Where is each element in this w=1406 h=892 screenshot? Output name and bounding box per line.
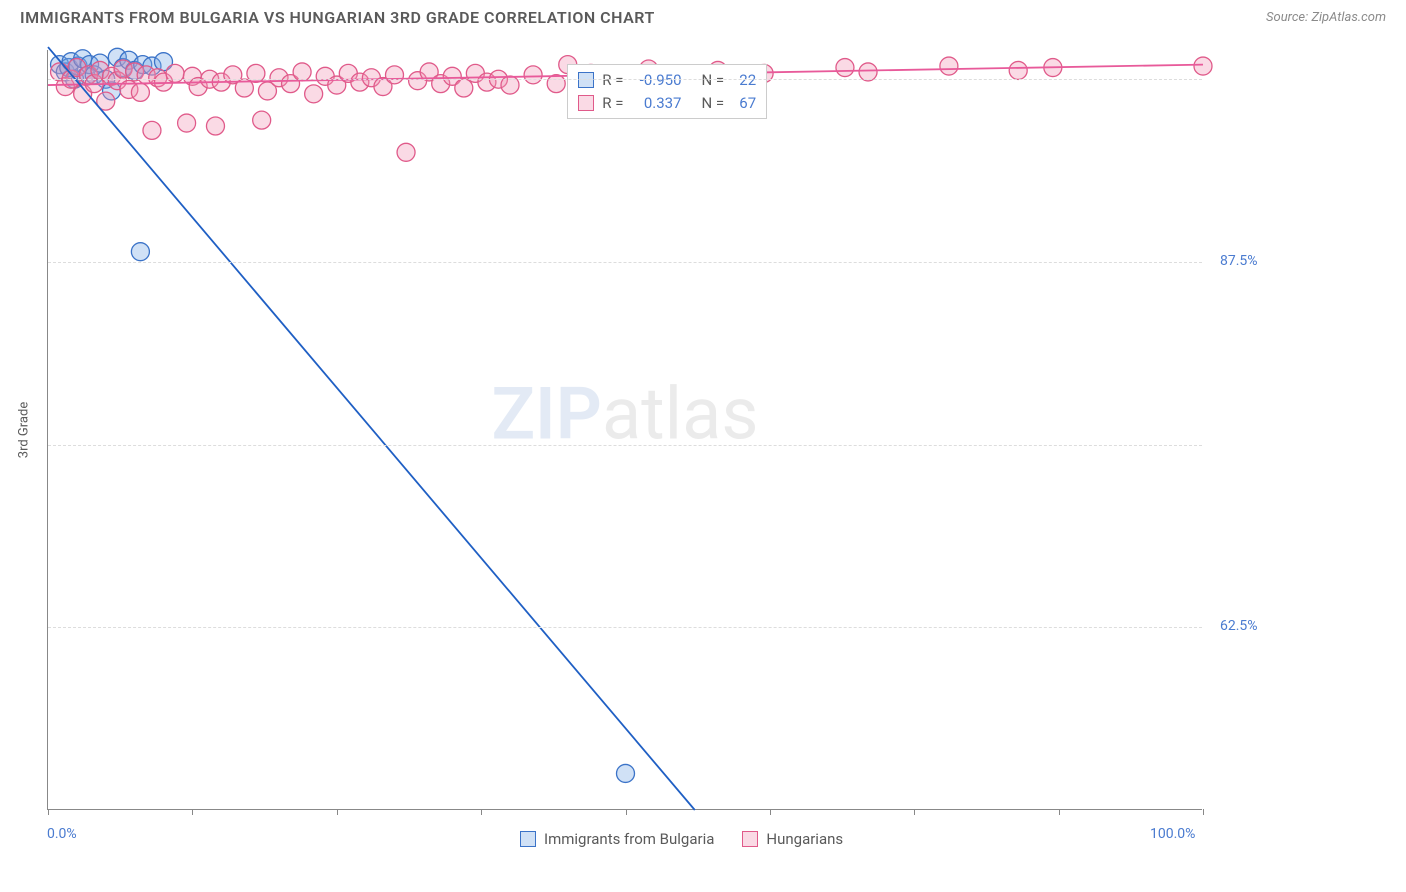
x-tick-label: 100.0% xyxy=(1150,826,1195,842)
legend-label-1: Immigrants from Bulgaria xyxy=(544,830,714,848)
source-label: Source: xyxy=(1266,10,1311,25)
chart-source: Source: ZipAtlas.com xyxy=(1266,10,1386,25)
chart-svg xyxy=(48,50,1202,809)
chart-title: IMMIGRANTS FROM BULGARIA VS HUNGARIAN 3R… xyxy=(20,8,655,27)
y-tick-label: 87.5% xyxy=(1220,253,1258,269)
swatch-pink-icon xyxy=(742,831,758,847)
swatch-pink-icon xyxy=(578,95,594,111)
series-legend: Immigrants from Bulgaria Hungarians xyxy=(520,830,843,848)
r-label: R = xyxy=(602,69,623,92)
stats-legend: R = -0.950 N = 22 R = 0.337 N = 67 xyxy=(567,64,767,119)
swatch-blue-icon xyxy=(520,831,536,847)
swatch-blue-icon xyxy=(578,72,594,88)
n-label: N = xyxy=(702,92,725,115)
y-tick-label: 62.5% xyxy=(1220,618,1258,634)
n-label: N = xyxy=(702,69,725,92)
legend-label-2: Hungarians xyxy=(766,830,843,848)
legend-item-1: Immigrants from Bulgaria xyxy=(520,830,714,848)
n-value-1: 22 xyxy=(732,69,756,92)
source-name: ZipAtlas.com xyxy=(1311,10,1386,25)
r-label: R = xyxy=(602,92,623,115)
x-tick-label: 0.0% xyxy=(47,826,77,842)
chart-plot-area: ZIPatlas R = -0.950 N = 22 R = 0.337 N =… xyxy=(47,50,1202,810)
stats-row-2: R = 0.337 N = 67 xyxy=(578,92,756,115)
y-axis-label: 3rd Grade xyxy=(17,402,32,458)
r-value-1: -0.950 xyxy=(632,69,682,92)
chart-header: IMMIGRANTS FROM BULGARIA VS HUNGARIAN 3R… xyxy=(0,0,1406,33)
n-value-2: 67 xyxy=(732,92,756,115)
stats-row-1: R = -0.950 N = 22 xyxy=(578,69,756,92)
r-value-2: 0.337 xyxy=(632,92,682,115)
legend-item-2: Hungarians xyxy=(742,830,843,848)
